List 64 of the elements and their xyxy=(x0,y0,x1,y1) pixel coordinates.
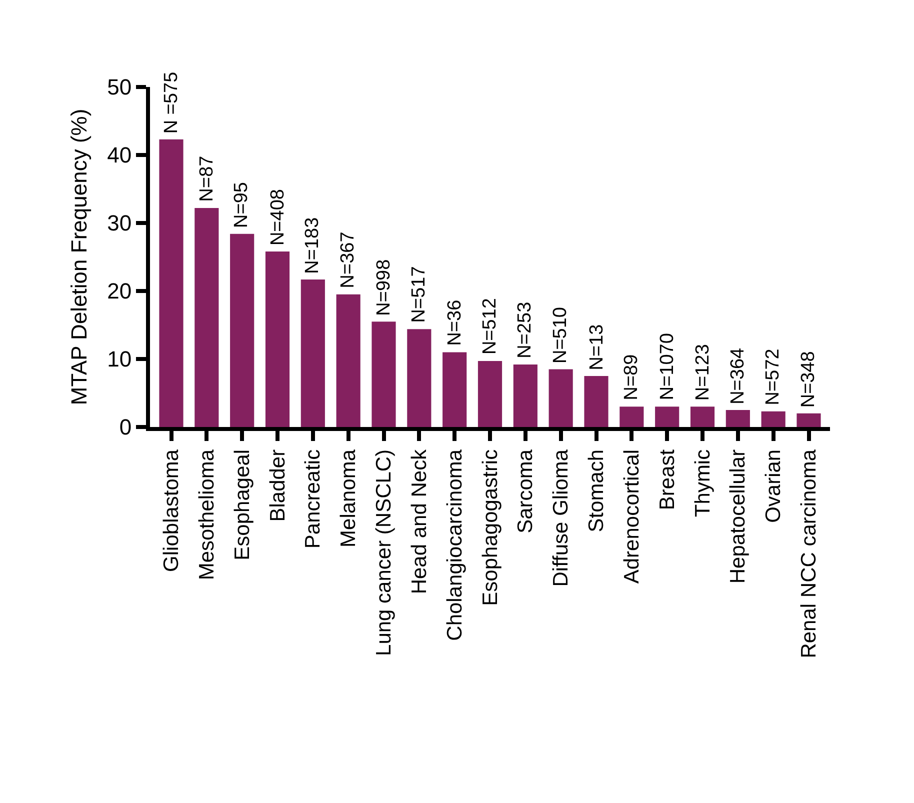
y-tick-label: 30 xyxy=(107,210,132,236)
annotation: N=998 xyxy=(374,259,395,316)
x-tick-label: Melanoma xyxy=(337,449,360,548)
bar xyxy=(194,208,219,427)
annotation: N=95 xyxy=(231,182,252,228)
annotation: N =575 xyxy=(160,72,182,134)
bar xyxy=(620,406,644,427)
annotation: N=517 xyxy=(408,266,430,323)
bar xyxy=(690,406,715,427)
annotation: N=253 xyxy=(514,302,536,358)
annotation: N=367 xyxy=(337,232,358,288)
annotation: N=36 xyxy=(444,300,466,346)
x-tick-label: Ovarian xyxy=(762,449,786,523)
bar xyxy=(407,329,432,427)
x-tick-label: Hepatocellular xyxy=(726,449,750,584)
x-tick-label: Head and Neck xyxy=(408,448,431,594)
x-tick-label: Sarcoma xyxy=(514,449,538,534)
x-tick-label: Cholangiocarcinoma xyxy=(443,449,466,641)
bar xyxy=(584,376,608,427)
x-tick-label: Glioblastoma xyxy=(160,449,184,572)
annotation: N=13 xyxy=(586,324,608,370)
x-tick-label: Mesothelioma xyxy=(195,449,218,580)
annotation: N=87 xyxy=(196,156,218,202)
x-tick-label: Esophageal xyxy=(230,449,254,560)
x-tick-label: Stomach xyxy=(585,449,608,532)
annotation: N=364 xyxy=(727,347,748,404)
x-tick-label: Diffuse Glioma xyxy=(550,449,573,587)
x-tick-label: Esophagogastric xyxy=(478,449,502,606)
y-tick-label: 20 xyxy=(107,278,132,304)
annotation: N=123 xyxy=(692,344,714,401)
annotation: N=183 xyxy=(302,217,323,274)
bar xyxy=(761,411,786,427)
y-axis-title: MTAP Deletion Frequency (%) xyxy=(66,108,92,406)
bar xyxy=(230,234,254,427)
bar xyxy=(513,364,538,427)
annotation: N=572 xyxy=(762,348,784,406)
x-tick-label: Bladder xyxy=(266,449,290,522)
x-tick-label: Pancreatic xyxy=(302,449,325,549)
x-tick-label: Renal NCC carcinoma xyxy=(798,449,821,658)
bar xyxy=(372,322,396,427)
annotation: N=89 xyxy=(621,354,642,400)
annotation: N=348 xyxy=(798,351,819,408)
x-tick-label: Lung cancer (NSCLC) xyxy=(372,449,396,656)
bar xyxy=(300,279,325,427)
bar xyxy=(159,139,184,427)
annotation: N=1070 xyxy=(656,333,678,400)
bar xyxy=(796,413,821,427)
annotation: N=512 xyxy=(479,298,500,355)
bar xyxy=(265,252,290,427)
annotation: N=408 xyxy=(267,189,288,246)
y-tick-label: 10 xyxy=(107,346,132,372)
annotation: N=510 xyxy=(550,307,572,364)
y-tick-label: 0 xyxy=(119,414,132,440)
bar xyxy=(336,294,360,427)
bar xyxy=(726,410,750,427)
y-tick-label: 50 xyxy=(107,74,132,100)
bar xyxy=(478,361,502,427)
x-tick-label: Adrenocortical xyxy=(620,449,644,584)
bar xyxy=(442,352,467,427)
bar xyxy=(548,369,573,427)
y-tick-label: 40 xyxy=(107,142,132,168)
x-tick-label: Breast xyxy=(656,449,679,510)
bar xyxy=(655,406,680,427)
x-tick-label: Thymic xyxy=(691,449,714,518)
